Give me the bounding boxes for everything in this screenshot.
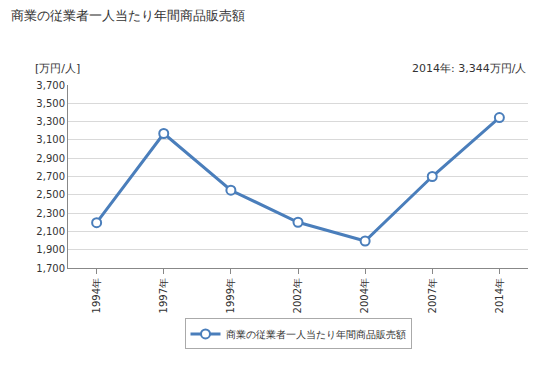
svg-text:2002年: 2002年 [292, 278, 303, 313]
svg-text:2014年: 2014年 [494, 278, 505, 313]
svg-text:商業の従業者一人当たり年間商品販売額: 商業の従業者一人当たり年間商品販売額 [11, 8, 245, 23]
svg-text:2007年: 2007年 [427, 278, 438, 313]
svg-text:3,300: 3,300 [36, 116, 65, 127]
svg-text:1,900: 1,900 [36, 244, 65, 255]
svg-text:1994年: 1994年 [91, 278, 102, 313]
svg-text:[万円/人]: [万円/人] [35, 62, 80, 75]
svg-text:2,900: 2,900 [36, 153, 65, 164]
svg-text:商業の従業者一人当たり年間商品販売額: 商業の従業者一人当たり年間商品販売額 [226, 329, 406, 340]
svg-text:2,700: 2,700 [36, 171, 65, 182]
svg-text:2,300: 2,300 [36, 208, 65, 219]
svg-text:2014年: 3,344万円/人: 2014年: 3,344万円/人 [412, 62, 526, 75]
svg-text:3,700: 3,700 [36, 80, 65, 91]
svg-text:2,100: 2,100 [36, 226, 65, 237]
svg-text:1999年: 1999年 [225, 278, 236, 313]
svg-text:1997年: 1997年 [158, 278, 169, 313]
svg-text:1,700: 1,700 [36, 263, 65, 274]
svg-text:2004年: 2004年 [359, 278, 370, 313]
svg-text:3,500: 3,500 [36, 98, 65, 109]
svg-text:3,100: 3,100 [36, 134, 65, 145]
svg-text:2,500: 2,500 [36, 189, 65, 200]
